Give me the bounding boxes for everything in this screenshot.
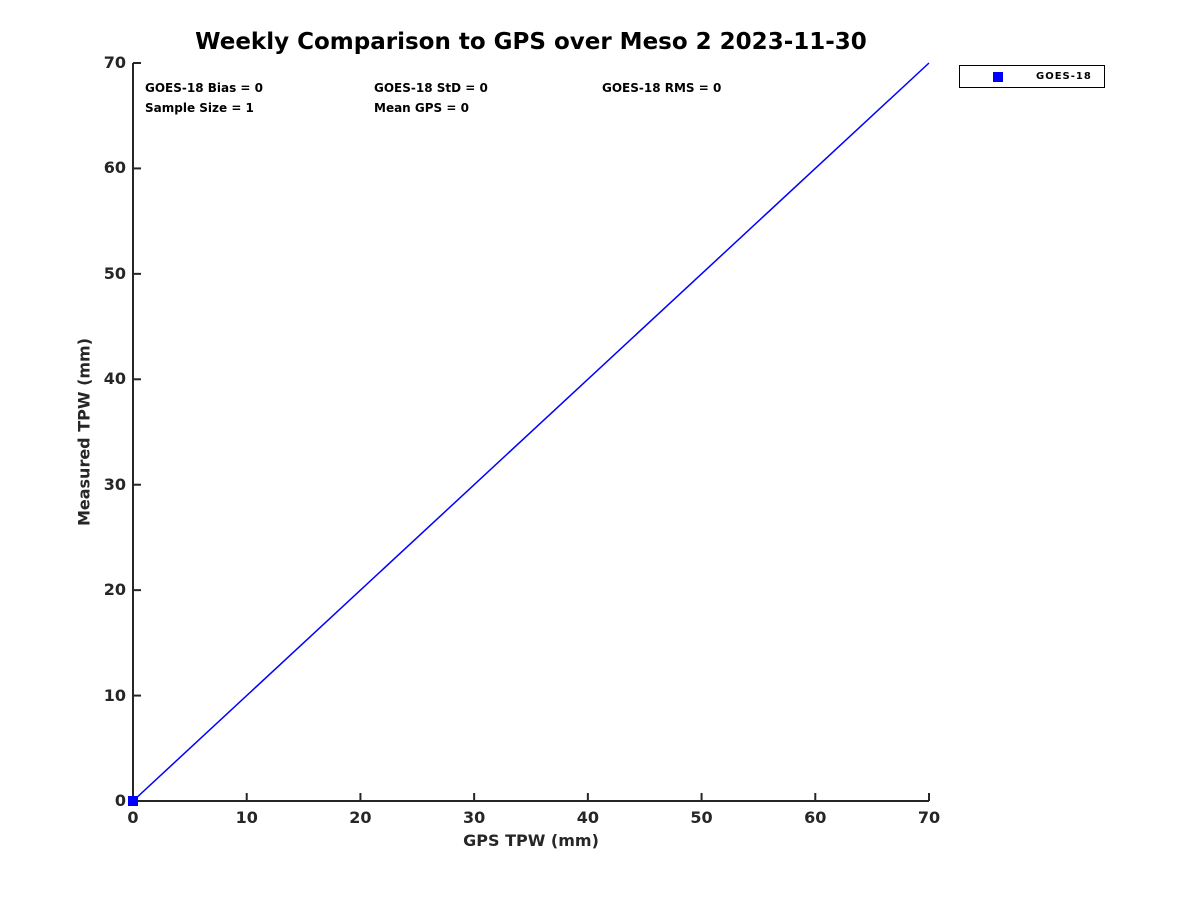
y-tick-label: 50 — [103, 263, 126, 283]
data-point-marker — [128, 796, 138, 806]
chart-title: Weekly Comparison to GPS over Meso 2 202… — [195, 29, 867, 55]
y-tick-label: 40 — [103, 369, 126, 389]
stat-bias: GOES-18 Bias = 0 — [145, 81, 264, 95]
stat-std: GOES-18 StD = 0 — [374, 81, 488, 95]
identity-line — [132, 62, 930, 802]
stat-sample-size: Sample Size = 1 — [145, 101, 254, 115]
x-tick-label: 50 — [690, 808, 713, 827]
x-tick-label: 40 — [576, 808, 599, 827]
y-tick-label: 20 — [103, 580, 126, 600]
y-tick-label: 70 — [103, 53, 126, 72]
legend-marker-square-icon — [993, 71, 1003, 82]
y-axis-label: Measured TPW (mm) — [74, 337, 94, 527]
x-tick-label: 10 — [235, 808, 258, 827]
x-tick-label: 20 — [349, 808, 372, 827]
x-tick-label: 30 — [463, 808, 486, 827]
legend: GOES-18 — [959, 65, 1105, 88]
y-tick-label: 30 — [103, 474, 126, 494]
x-axis-label: GPS TPW (mm) — [463, 831, 599, 850]
stat-mean-gps: Mean GPS = 0 — [374, 101, 469, 115]
y-tick-label: 60 — [103, 158, 126, 178]
stat-rms: GOES-18 RMS = 0 — [602, 81, 722, 95]
legend-label-goes18: GOES-18 — [1036, 71, 1092, 82]
x-tick-label: 0 — [127, 808, 139, 827]
x-tick-label: 70 — [917, 808, 941, 827]
y-tick-label: 0 — [114, 791, 126, 810]
y-tick-label: 10 — [103, 685, 126, 705]
x-tick-label: 60 — [804, 808, 827, 827]
